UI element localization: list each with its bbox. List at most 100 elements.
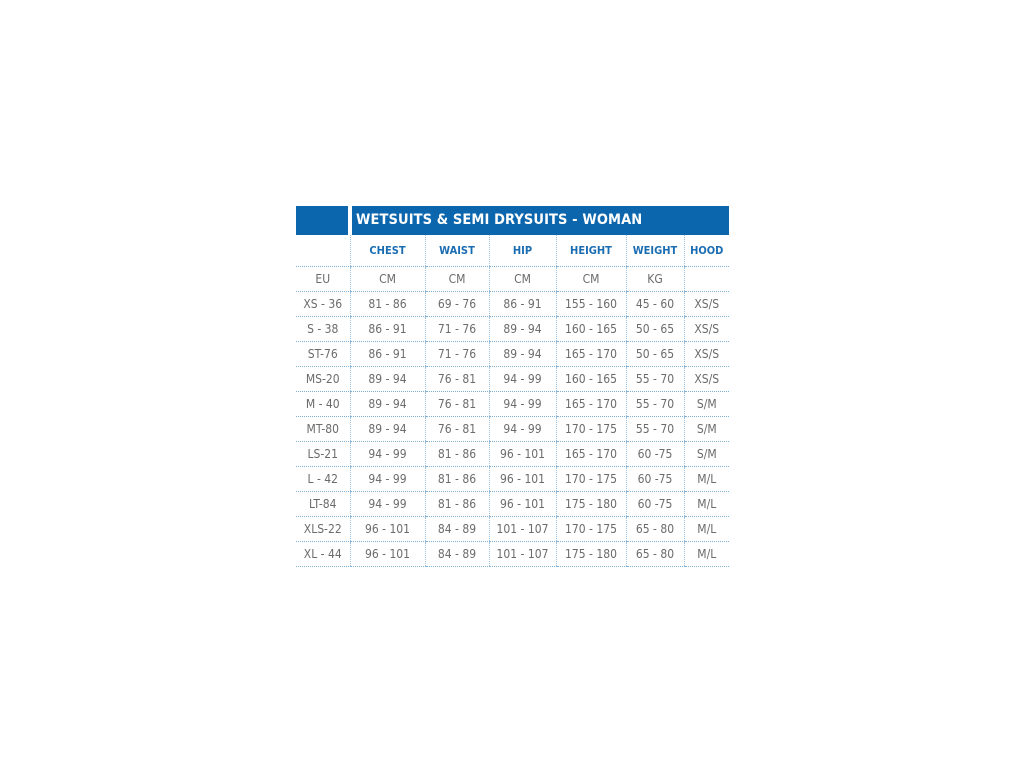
column-header-row: CHEST WAIST HIP HEIGHT WEIGHT HOOD bbox=[296, 235, 729, 267]
table-row-cell: 71 - 76 bbox=[424, 316, 489, 342]
table-row-cell: XL - 44 bbox=[296, 541, 350, 567]
table-row-cell: 170 - 175 bbox=[555, 416, 626, 442]
table-row-cell: M/L bbox=[683, 516, 729, 542]
table-row-cell: 55 - 70 bbox=[625, 366, 684, 392]
units-row-cell: CM bbox=[424, 266, 489, 292]
table-row-cell: 175 - 180 bbox=[555, 491, 626, 517]
table-row-cell: S - 38 bbox=[296, 316, 350, 342]
table-row-cell: M/L bbox=[683, 491, 729, 517]
table-row-cell: XS/S bbox=[683, 341, 729, 367]
table-row-cell: 160 - 165 bbox=[555, 316, 626, 342]
table-row-cell: 86 - 91 bbox=[488, 291, 556, 317]
table-row-cell: 89 - 94 bbox=[349, 391, 425, 417]
table-row-cell: 96 - 101 bbox=[488, 491, 556, 517]
table-row-cell: XS/S bbox=[683, 316, 729, 342]
table-row-cell: 71 - 76 bbox=[424, 341, 489, 367]
table-row: MS-20 89 - 94 76 - 81 94 - 99 160 - 165 55 - … bbox=[296, 366, 729, 392]
table-row-cell: 69 - 76 bbox=[424, 291, 489, 317]
table-row: M - 40 89 - 94 76 - 81 94 - 99 165 - 170 55 -… bbox=[296, 391, 729, 417]
column-header-row-cell: HOOD bbox=[683, 235, 729, 267]
units-row-cell: CM bbox=[349, 266, 425, 292]
table-row-cell: LS-21 bbox=[296, 441, 350, 467]
table-row-cell: 76 - 81 bbox=[424, 366, 489, 392]
table-row-cell: 76 - 81 bbox=[424, 416, 489, 442]
table-row-cell: 94 - 99 bbox=[488, 416, 556, 442]
title-bar-left-block bbox=[296, 206, 348, 235]
table-row-cell: 94 - 99 bbox=[349, 441, 425, 467]
units-row-cell: CM bbox=[488, 266, 556, 292]
column-header-row-cell: CHEST bbox=[349, 235, 425, 267]
table-row-cell: 86 - 91 bbox=[349, 316, 425, 342]
size-table: CHEST WAIST HIP HEIGHT WEIGHT HOOD EU CM CM CM CM K… bbox=[296, 235, 729, 567]
table-row-cell: 170 - 175 bbox=[555, 466, 626, 492]
table-row-cell: 170 - 175 bbox=[555, 516, 626, 542]
table-row-cell: 94 - 99 bbox=[349, 491, 425, 517]
table-row-cell: 96 - 101 bbox=[349, 541, 425, 567]
table-row-cell: XLS-22 bbox=[296, 516, 350, 542]
table-row: MT-80 89 - 94 76 - 81 94 - 99 170 - 175 55 - … bbox=[296, 416, 729, 442]
table-row: XLS-22 96 - 101 84 - 89 101 - 107 170 - 175 6… bbox=[296, 516, 729, 542]
table-row-cell: S/M bbox=[683, 391, 729, 417]
title-bar: WETSUITS & SEMI DRYSUITS - WOMAN bbox=[296, 206, 729, 235]
table-row-cell: 96 - 101 bbox=[488, 466, 556, 492]
units-row: EU CM CM CM CM KG bbox=[296, 266, 729, 292]
table-row-cell: L - 42 bbox=[296, 466, 350, 492]
chart-title: WETSUITS & SEMI DRYSUITS - WOMAN bbox=[352, 206, 729, 235]
table-row-cell: 50 - 65 bbox=[625, 341, 684, 367]
table-row-cell: 60 -75 bbox=[625, 441, 684, 467]
table-row-cell: 60 -75 bbox=[625, 491, 684, 517]
table-row-cell: XS - 36 bbox=[296, 291, 350, 317]
table-row: ST-76 86 - 91 71 - 76 89 - 94 165 - 170 50 - … bbox=[296, 341, 729, 367]
table-row-cell: 89 - 94 bbox=[349, 416, 425, 442]
table-row-cell: S/M bbox=[683, 416, 729, 442]
table-row-cell: 65 - 80 bbox=[625, 541, 684, 567]
units-row-cell: EU bbox=[296, 266, 350, 292]
table-row-cell: 55 - 70 bbox=[625, 391, 684, 417]
table-row-cell: 94 - 99 bbox=[488, 391, 556, 417]
table-row-cell: ST-76 bbox=[296, 341, 350, 367]
column-header-row-cell: HIP bbox=[488, 235, 556, 267]
table-row: L - 42 94 - 99 81 - 86 96 - 101 170 - 175 60 … bbox=[296, 466, 729, 492]
table-row-cell: M/L bbox=[683, 466, 729, 492]
table-row-cell: XS/S bbox=[683, 291, 729, 317]
table-row-cell: 89 - 94 bbox=[488, 316, 556, 342]
column-header-row-cell: WAIST bbox=[424, 235, 489, 267]
table-row: S - 38 86 - 91 71 - 76 89 - 94 160 - 165 50 -… bbox=[296, 316, 729, 342]
table-row-cell: 94 - 99 bbox=[488, 366, 556, 392]
table-row-cell: 165 - 170 bbox=[555, 391, 626, 417]
table-row-cell: 81 - 86 bbox=[349, 291, 425, 317]
table-row-cell: 101 - 107 bbox=[488, 516, 556, 542]
table-row-cell: 160 - 165 bbox=[555, 366, 626, 392]
units-row-cell: CM bbox=[555, 266, 626, 292]
table-row-cell: 81 - 86 bbox=[424, 491, 489, 517]
column-header-row-cell bbox=[296, 235, 350, 267]
units-row-cell bbox=[683, 266, 729, 292]
table-row-cell: 45 - 60 bbox=[625, 291, 684, 317]
table-row-cell: 101 - 107 bbox=[488, 541, 556, 567]
table-row-cell: 84 - 89 bbox=[424, 516, 489, 542]
table-row-cell: 89 - 94 bbox=[488, 341, 556, 367]
table-row-cell: M/L bbox=[683, 541, 729, 567]
column-header-row-cell: WEIGHT bbox=[625, 235, 684, 267]
units-row-cell: KG bbox=[625, 266, 684, 292]
table-row-cell: 86 - 91 bbox=[349, 341, 425, 367]
table-row-cell: 175 - 180 bbox=[555, 541, 626, 567]
table-row-cell: 89 - 94 bbox=[349, 366, 425, 392]
table-row-cell: MS-20 bbox=[296, 366, 350, 392]
table-row-cell: 81 - 86 bbox=[424, 441, 489, 467]
table-row: LS-21 94 - 99 81 - 86 96 - 101 165 - 170 60 -… bbox=[296, 441, 729, 467]
table-row-cell: 96 - 101 bbox=[488, 441, 556, 467]
table-row: XS - 36 81 - 86 69 - 76 86 - 91 155 - 160 45 … bbox=[296, 291, 729, 317]
table-row-cell: MT-80 bbox=[296, 416, 350, 442]
table-row-cell: 81 - 86 bbox=[424, 466, 489, 492]
table-row-cell: M - 40 bbox=[296, 391, 350, 417]
table-row-cell: XS/S bbox=[683, 366, 729, 392]
table-row-cell: 84 - 89 bbox=[424, 541, 489, 567]
table-row: LT-84 94 - 99 81 - 86 96 - 101 175 - 180 60 -… bbox=[296, 491, 729, 517]
table-row-cell: 155 - 160 bbox=[555, 291, 626, 317]
table-row-cell: 60 -75 bbox=[625, 466, 684, 492]
size-chart: WETSUITS & SEMI DRYSUITS - WOMAN CHEST WA… bbox=[296, 206, 729, 567]
table-row-cell: S/M bbox=[683, 441, 729, 467]
table-row-cell: 94 - 99 bbox=[349, 466, 425, 492]
table-row-cell: 165 - 170 bbox=[555, 441, 626, 467]
